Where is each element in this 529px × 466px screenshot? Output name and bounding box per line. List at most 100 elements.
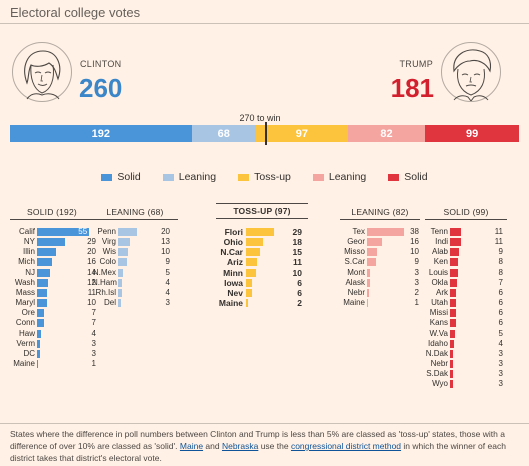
state-bar: [450, 299, 456, 308]
clinton-face-icon: [24, 50, 61, 100]
state-label: Louis: [428, 267, 448, 277]
state-bar: [246, 268, 256, 277]
state-row: Geor 16: [340, 237, 430, 247]
state-value: 9: [165, 257, 170, 267]
state-row: Nebr 2: [340, 288, 430, 298]
state-bar: [37, 248, 56, 257]
state-bar: [118, 238, 131, 247]
column-header-clinton-leaning: LEANING (68): [92, 207, 178, 220]
state-bar: [450, 309, 456, 318]
legend-swatch: [238, 173, 250, 181]
state-bar: [367, 248, 377, 257]
state-row: Del 3: [92, 298, 188, 308]
legend: Solid Leaning Toss-up Leaning Solid: [0, 171, 529, 183]
state-row: Ken 8: [425, 257, 517, 267]
state-row: Tex 38: [340, 227, 430, 237]
state-row: N.Mex 5: [92, 268, 188, 278]
maine-link[interactable]: Maine: [179, 441, 204, 451]
win-threshold-label: 270 to win: [239, 113, 281, 123]
state-value: 3: [165, 298, 170, 308]
state-row: Haw 4: [10, 329, 104, 339]
state-bar: [367, 299, 369, 308]
state-label: Rh.Isl: [95, 287, 116, 297]
legend-label: Leaning: [328, 171, 367, 183]
legend-swatch: [101, 173, 113, 181]
trump-face-icon: [453, 49, 492, 102]
state-bar: [37, 258, 53, 267]
legend-label: Solid: [404, 171, 428, 183]
state-value: 1: [91, 358, 96, 368]
state-bar: [37, 299, 47, 308]
total-bar-segment-3: 97: [255, 125, 348, 142]
state-value: 20: [87, 247, 96, 257]
state-row: Okla 7: [425, 278, 517, 288]
state-value: 7: [498, 277, 503, 287]
state-value: 5: [165, 267, 170, 277]
state-row: Mont 3: [340, 268, 430, 278]
state-bar: [118, 228, 137, 236]
state-value: 8: [498, 267, 503, 277]
state-label: N.Mex: [92, 267, 116, 277]
state-label: Geor: [347, 237, 365, 247]
clinton-name: CLINTON: [80, 59, 122, 69]
state-value: 55: [78, 227, 88, 236]
state-row: Wis 10: [92, 247, 188, 257]
state-value: 29: [292, 227, 302, 237]
state-label: NJ: [25, 267, 35, 277]
state-bar: [367, 288, 369, 297]
state-label: Wash: [14, 277, 35, 287]
state-value: 8: [498, 257, 503, 267]
state-row: Wyo 3: [425, 379, 517, 389]
state-row: Louis 8: [425, 268, 517, 278]
state-bar: [37, 228, 90, 236]
legend-item-2: Leaning: [162, 171, 216, 183]
state-bar: [450, 380, 453, 389]
total-bar-segment-2: 68: [191, 125, 256, 142]
state-bar: [37, 349, 40, 358]
state-value: 1: [414, 298, 419, 308]
state-value: 4: [165, 287, 170, 297]
trump-total: 181: [390, 73, 434, 103]
clinton-portrait: [12, 42, 72, 102]
state-bar: [450, 228, 461, 236]
state-value: 29: [87, 237, 96, 247]
state-label: Mich: [18, 257, 35, 267]
state-label: N.Car: [220, 247, 243, 258]
nebraska-link[interactable]: Nebraska: [221, 441, 259, 451]
state-bar: [37, 319, 44, 328]
state-row: Nev 6: [216, 288, 318, 298]
state-label: Flori: [224, 227, 243, 237]
trump-portrait: [441, 42, 501, 102]
state-value: 12: [87, 277, 96, 287]
state-row: Ark 6: [425, 288, 517, 298]
state-value: 11: [293, 257, 302, 268]
state-label: N.Dak: [425, 348, 448, 358]
congressional-district-method-link[interactable]: congressional district method: [290, 441, 402, 451]
state-value: 6: [297, 287, 302, 298]
state-label: Wis: [102, 247, 116, 257]
state-bar: [118, 258, 127, 267]
state-bar: [37, 268, 51, 277]
state-row: S.Dak 3: [425, 369, 517, 379]
state-row: NY 29: [10, 237, 104, 247]
state-label: Ken: [433, 257, 448, 267]
state-bar: [367, 278, 370, 287]
state-row: Illin 20: [10, 247, 104, 257]
state-row: Missi 6: [425, 308, 517, 318]
state-row: Alask 3: [340, 278, 430, 288]
state-bar: [450, 370, 453, 379]
state-value: 16: [87, 257, 96, 267]
legend-item-4: Leaning: [312, 171, 367, 183]
state-label: Illin: [22, 247, 35, 257]
state-value: 18: [292, 237, 302, 248]
state-row: Mich 16: [10, 257, 104, 267]
page-title: Electoral college votes: [10, 5, 141, 20]
state-bar: [37, 329, 41, 338]
state-value: 3: [498, 369, 503, 379]
column-header-trump-leaning: LEANING (82): [340, 207, 420, 220]
state-value: 3: [91, 338, 96, 348]
state-value: 11: [494, 237, 503, 247]
state-row: Verm 3: [10, 339, 104, 349]
state-value: 11: [494, 227, 503, 236]
state-bar: [367, 238, 383, 247]
